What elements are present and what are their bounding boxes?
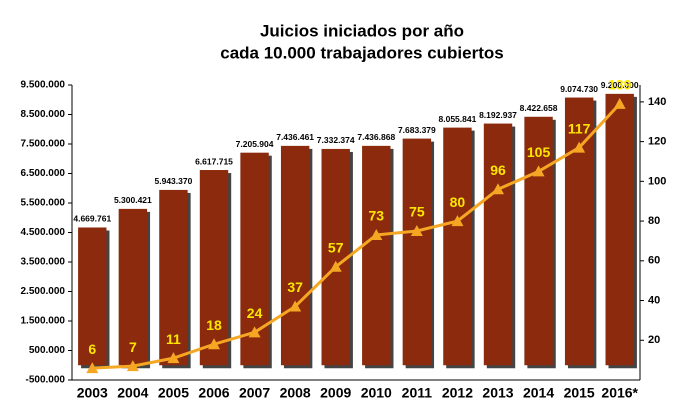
bar-value-label: 5.943.370 <box>155 176 193 186</box>
bar-value-label: 9.074.730 <box>560 84 598 94</box>
y2-tick-label: 60 <box>648 255 660 267</box>
line-value-label: 24 <box>247 305 263 321</box>
line-marker <box>289 300 302 312</box>
x-tick-label: 2003 <box>77 385 108 401</box>
x-tick-label: 2014 <box>523 385 554 401</box>
bar <box>78 227 107 366</box>
bar-value-label: 5.300.421 <box>114 195 152 205</box>
bar <box>362 145 391 366</box>
x-tick-label: 2009 <box>320 385 351 401</box>
bar-value-label: 7.683.379 <box>398 125 436 135</box>
x-tick-label: 2006 <box>198 385 229 401</box>
line-marker <box>208 338 220 350</box>
bar-value-label: 6.617.715 <box>195 156 233 166</box>
y-tick-label: 500.000 <box>29 345 66 356</box>
y2-tick-label: 120 <box>648 136 666 148</box>
x-tick-label: 2005 <box>158 385 189 401</box>
x-tick-label: 2004 <box>117 385 148 401</box>
bar-value-label: 7.205.904 <box>236 139 274 149</box>
line-value-label: 117 <box>568 120 591 136</box>
line-marker <box>86 362 99 374</box>
bar <box>321 148 350 366</box>
line-marker <box>492 183 504 195</box>
line-value-label: 75 <box>409 204 425 220</box>
y-tick-label: 8.500.000 <box>21 109 66 120</box>
bar-value-label: 7.436.868 <box>357 132 395 142</box>
chart-subtitle: cada 10.000 trabajadores cubiertos <box>220 43 503 62</box>
line-value-label: 7 <box>129 339 137 355</box>
y-tick-label: -500.000 <box>26 375 66 386</box>
x-tick-label: 2008 <box>280 385 311 401</box>
x-tick-label: 2016* <box>601 385 638 401</box>
line-value-label: 11 <box>166 331 181 347</box>
bar <box>159 189 188 366</box>
line <box>92 102 621 370</box>
line-marker <box>410 225 423 237</box>
y2-tick-label: 100 <box>648 175 666 187</box>
y-tick-label: 5.500.000 <box>21 198 66 209</box>
x-tick-label: 2010 <box>361 385 392 401</box>
line-value-label: 73 <box>368 208 384 224</box>
y-tick-label: 7.500.000 <box>21 139 66 150</box>
line-marker <box>573 141 586 153</box>
bar-value-label: 7.436.461 <box>276 132 314 142</box>
line-value-label: 18 <box>206 317 222 333</box>
y-tick-label: 9.500.000 <box>21 80 66 91</box>
bar <box>280 145 310 366</box>
bar-value-label: 7.332.374 <box>317 135 355 145</box>
bar <box>605 93 634 366</box>
line-value-label: 6 <box>88 341 96 357</box>
y-tick-label: 3.500.000 <box>21 257 66 268</box>
line-marker <box>167 352 180 364</box>
line-value-label: 57 <box>328 239 344 255</box>
line-marker <box>248 326 261 338</box>
x-tick-label: 2015 <box>564 385 595 401</box>
bar <box>524 116 553 366</box>
line-value-label: 105 <box>527 144 551 160</box>
bar <box>118 208 148 366</box>
line-marker <box>329 260 342 272</box>
line-value-label: 96 <box>490 162 506 178</box>
y-tick-label: 4.500.000 <box>21 227 66 238</box>
line-marker <box>613 97 626 109</box>
x-tick-label: 2013 <box>482 385 513 401</box>
bar-value-label: 8.422.658 <box>520 103 558 113</box>
line-value-label: 80 <box>450 194 466 210</box>
x-tick-label: 2007 <box>239 385 270 401</box>
line-marker <box>126 360 139 372</box>
y2-tick-label: 20 <box>648 334 660 346</box>
bar-value-label: 8.192.937 <box>479 110 517 120</box>
y-tick-label: 2.500.000 <box>21 286 66 297</box>
y2-tick-label: 80 <box>648 215 660 227</box>
bar <box>199 170 229 366</box>
line-value-label: 37 <box>287 279 303 295</box>
line-marker <box>370 228 383 240</box>
chart-title: Juicios iniciados por año <box>260 21 464 40</box>
line-marker <box>451 215 464 227</box>
bar-value-label: 9.200.000 <box>601 80 639 90</box>
line-value-label: 139 <box>608 77 632 93</box>
y-tick-label: 6.500.000 <box>21 168 66 179</box>
bar <box>483 123 513 366</box>
bar-value-label: 8.055.841 <box>439 114 477 124</box>
bar-value-label: 4.669.761 <box>73 214 111 224</box>
bar <box>402 138 432 366</box>
x-tick-label: 2012 <box>442 385 473 401</box>
y-tick-label: 1.500.000 <box>21 316 66 327</box>
x-tick-label: 2011 <box>402 385 433 401</box>
y2-tick-label: 40 <box>648 294 660 306</box>
line-marker <box>532 165 545 177</box>
bar <box>443 127 472 366</box>
y2-tick-label: 140 <box>648 96 666 108</box>
